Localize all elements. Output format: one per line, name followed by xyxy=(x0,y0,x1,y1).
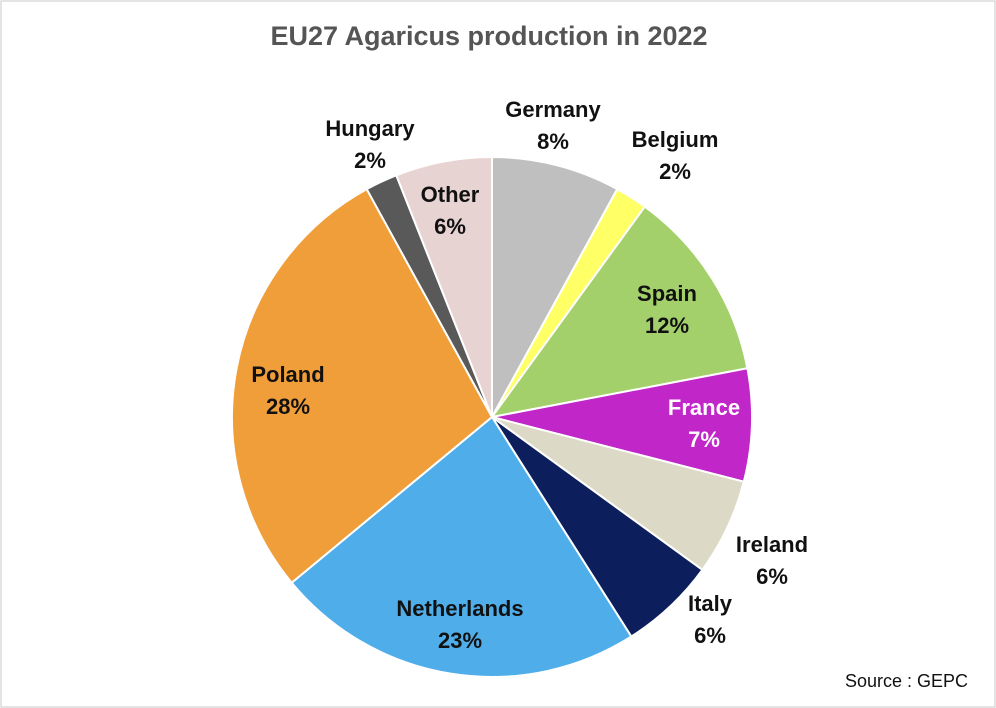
pie-slice xyxy=(491,155,619,418)
slice-value-label: 6% xyxy=(694,623,726,648)
slice-value-label: 6% xyxy=(756,564,788,589)
slice-name-label: Italy xyxy=(688,591,733,616)
slice-value-label: 23% xyxy=(438,628,482,653)
pie-slice xyxy=(394,155,493,418)
slice-name-label: Belgium xyxy=(632,127,719,152)
slice-name-label: Other xyxy=(421,182,480,207)
pie-slice xyxy=(489,205,749,419)
slice-name-label: France xyxy=(668,395,740,420)
slice-value-label: 2% xyxy=(659,159,691,184)
slice-value-label: 2% xyxy=(354,148,386,173)
slice-name-label: Netherlands xyxy=(396,596,523,621)
slice-value-label: 6% xyxy=(434,214,466,239)
chart-title: EU27 Agaricus production in 2022 xyxy=(270,21,707,51)
slice-name-label: Hungary xyxy=(325,116,415,141)
pie-slice xyxy=(231,187,494,585)
slice-value-label: 7% xyxy=(688,427,720,452)
slice-name-label: Germany xyxy=(505,97,601,122)
slice-value-label: 12% xyxy=(645,313,689,338)
slice-name-label: Spain xyxy=(637,281,697,306)
slice-name-label: Poland xyxy=(251,362,324,387)
slice-value-label: 28% xyxy=(266,394,310,419)
pie-slice xyxy=(491,367,753,483)
source-note: Source : GEPC xyxy=(845,671,968,691)
slice-name-label: Ireland xyxy=(736,532,808,557)
pie-slice xyxy=(290,415,633,678)
slice-value-label: 8% xyxy=(537,129,569,154)
